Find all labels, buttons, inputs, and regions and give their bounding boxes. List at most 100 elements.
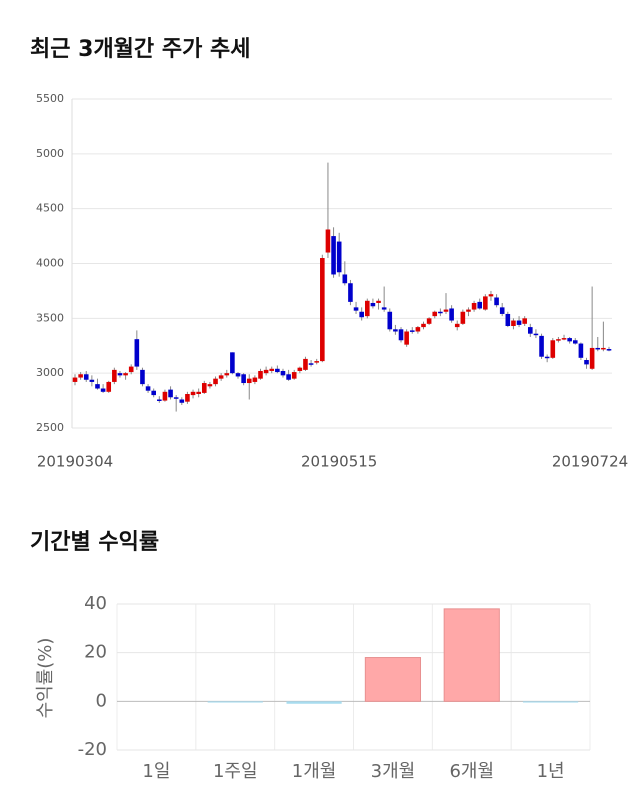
candle-body xyxy=(522,318,527,324)
candle-body xyxy=(511,320,516,327)
candle-body xyxy=(151,390,156,396)
candle-body xyxy=(162,391,168,401)
candle-body xyxy=(404,331,409,345)
chart-title: 기간별 수익률 xyxy=(30,530,159,555)
candle-body xyxy=(269,368,275,371)
candle-body xyxy=(381,307,387,310)
x-tick-label: 20190724 xyxy=(552,453,628,471)
candle-body xyxy=(449,308,454,321)
bar xyxy=(207,701,263,703)
candle-body xyxy=(325,229,331,253)
candle-body xyxy=(128,366,134,373)
y-tick-label: 3000 xyxy=(36,366,64,379)
chart-title: 최근 3개월간 주가 추세 xyxy=(30,37,250,62)
candle-body xyxy=(303,358,308,370)
y-tick-label: 20 xyxy=(84,642,107,663)
candle-body xyxy=(83,374,89,380)
candle-body xyxy=(280,370,286,376)
candle-body xyxy=(466,309,471,312)
candle-body xyxy=(415,327,421,332)
candle-body xyxy=(421,323,426,328)
candle-body xyxy=(426,318,432,324)
candle-body xyxy=(78,374,83,378)
y-tick-label: 4500 xyxy=(36,202,64,215)
x-tick-label: 20190304 xyxy=(37,453,113,471)
candle-body xyxy=(179,399,185,403)
candle-body xyxy=(314,361,320,363)
candle-body xyxy=(556,339,561,341)
candle-body xyxy=(224,373,230,376)
candle-body xyxy=(601,347,606,350)
x-tick-label: 1년 xyxy=(537,761,565,782)
candle-body xyxy=(123,373,128,376)
y-axis-label: 수익률(%) xyxy=(35,638,56,719)
y-tick-label: 4000 xyxy=(36,257,64,270)
candle-body xyxy=(488,294,494,297)
candle-body xyxy=(387,311,393,330)
x-tick-label: 1일 xyxy=(142,761,170,782)
candle-body xyxy=(516,320,522,325)
candle-body xyxy=(505,313,511,327)
candle-body xyxy=(353,307,359,311)
candle-body xyxy=(359,311,364,318)
candle-body xyxy=(336,241,342,273)
candle-body xyxy=(432,311,438,317)
candle-body xyxy=(252,377,258,382)
y-tick-label: 5500 xyxy=(36,92,64,105)
x-tick-label: 6개월 xyxy=(449,761,494,782)
candle-body xyxy=(218,375,224,379)
candle-body xyxy=(157,399,162,401)
candle-body xyxy=(207,384,213,387)
candle-body xyxy=(606,349,612,351)
candle-body xyxy=(173,397,179,399)
candle-body xyxy=(95,384,100,389)
candle-body xyxy=(297,367,303,371)
candle-body xyxy=(572,340,578,344)
bar xyxy=(364,657,422,702)
candle-body xyxy=(499,307,505,314)
candle-body xyxy=(308,363,314,365)
candle-body xyxy=(533,333,539,336)
candle-body xyxy=(409,330,415,332)
candle-body xyxy=(544,356,550,359)
candle-body xyxy=(291,372,297,379)
candle-body xyxy=(589,347,595,369)
candle-body xyxy=(72,377,78,382)
candle-body xyxy=(494,297,499,306)
candle-body xyxy=(460,311,466,324)
candle-body xyxy=(550,340,556,358)
candle-body xyxy=(483,296,488,310)
bar xyxy=(522,701,579,703)
candle-body xyxy=(438,311,443,314)
candle-body xyxy=(117,373,123,376)
y-tick-label: 0 xyxy=(96,690,107,711)
y-tick-label: 40 xyxy=(84,593,107,614)
candle-body xyxy=(376,300,381,303)
candle-body xyxy=(213,378,218,385)
candle-body xyxy=(320,258,325,362)
candle-body xyxy=(196,391,201,395)
candle-body xyxy=(145,386,151,391)
x-tick-label: 20190515 xyxy=(301,453,377,471)
candle-body xyxy=(584,360,589,365)
candle-body xyxy=(106,381,112,392)
candle-body xyxy=(561,338,567,340)
candle-body xyxy=(454,323,460,328)
candle-body xyxy=(477,301,483,309)
candle-body xyxy=(263,369,269,374)
candle-body xyxy=(168,389,173,398)
candle-body xyxy=(348,283,353,302)
candle-body xyxy=(342,274,348,284)
candle-body xyxy=(100,388,106,392)
candle-body xyxy=(331,236,336,275)
candle-body xyxy=(230,352,235,374)
candle-body xyxy=(235,373,241,377)
bar xyxy=(286,701,342,704)
candle-body xyxy=(471,302,477,310)
bar xyxy=(443,608,500,702)
candle-body xyxy=(258,370,263,379)
candle-body xyxy=(286,374,291,380)
y-tick-label: 2500 xyxy=(36,421,64,434)
y-tick-label: -20 xyxy=(78,739,107,760)
candle-body xyxy=(134,339,140,367)
